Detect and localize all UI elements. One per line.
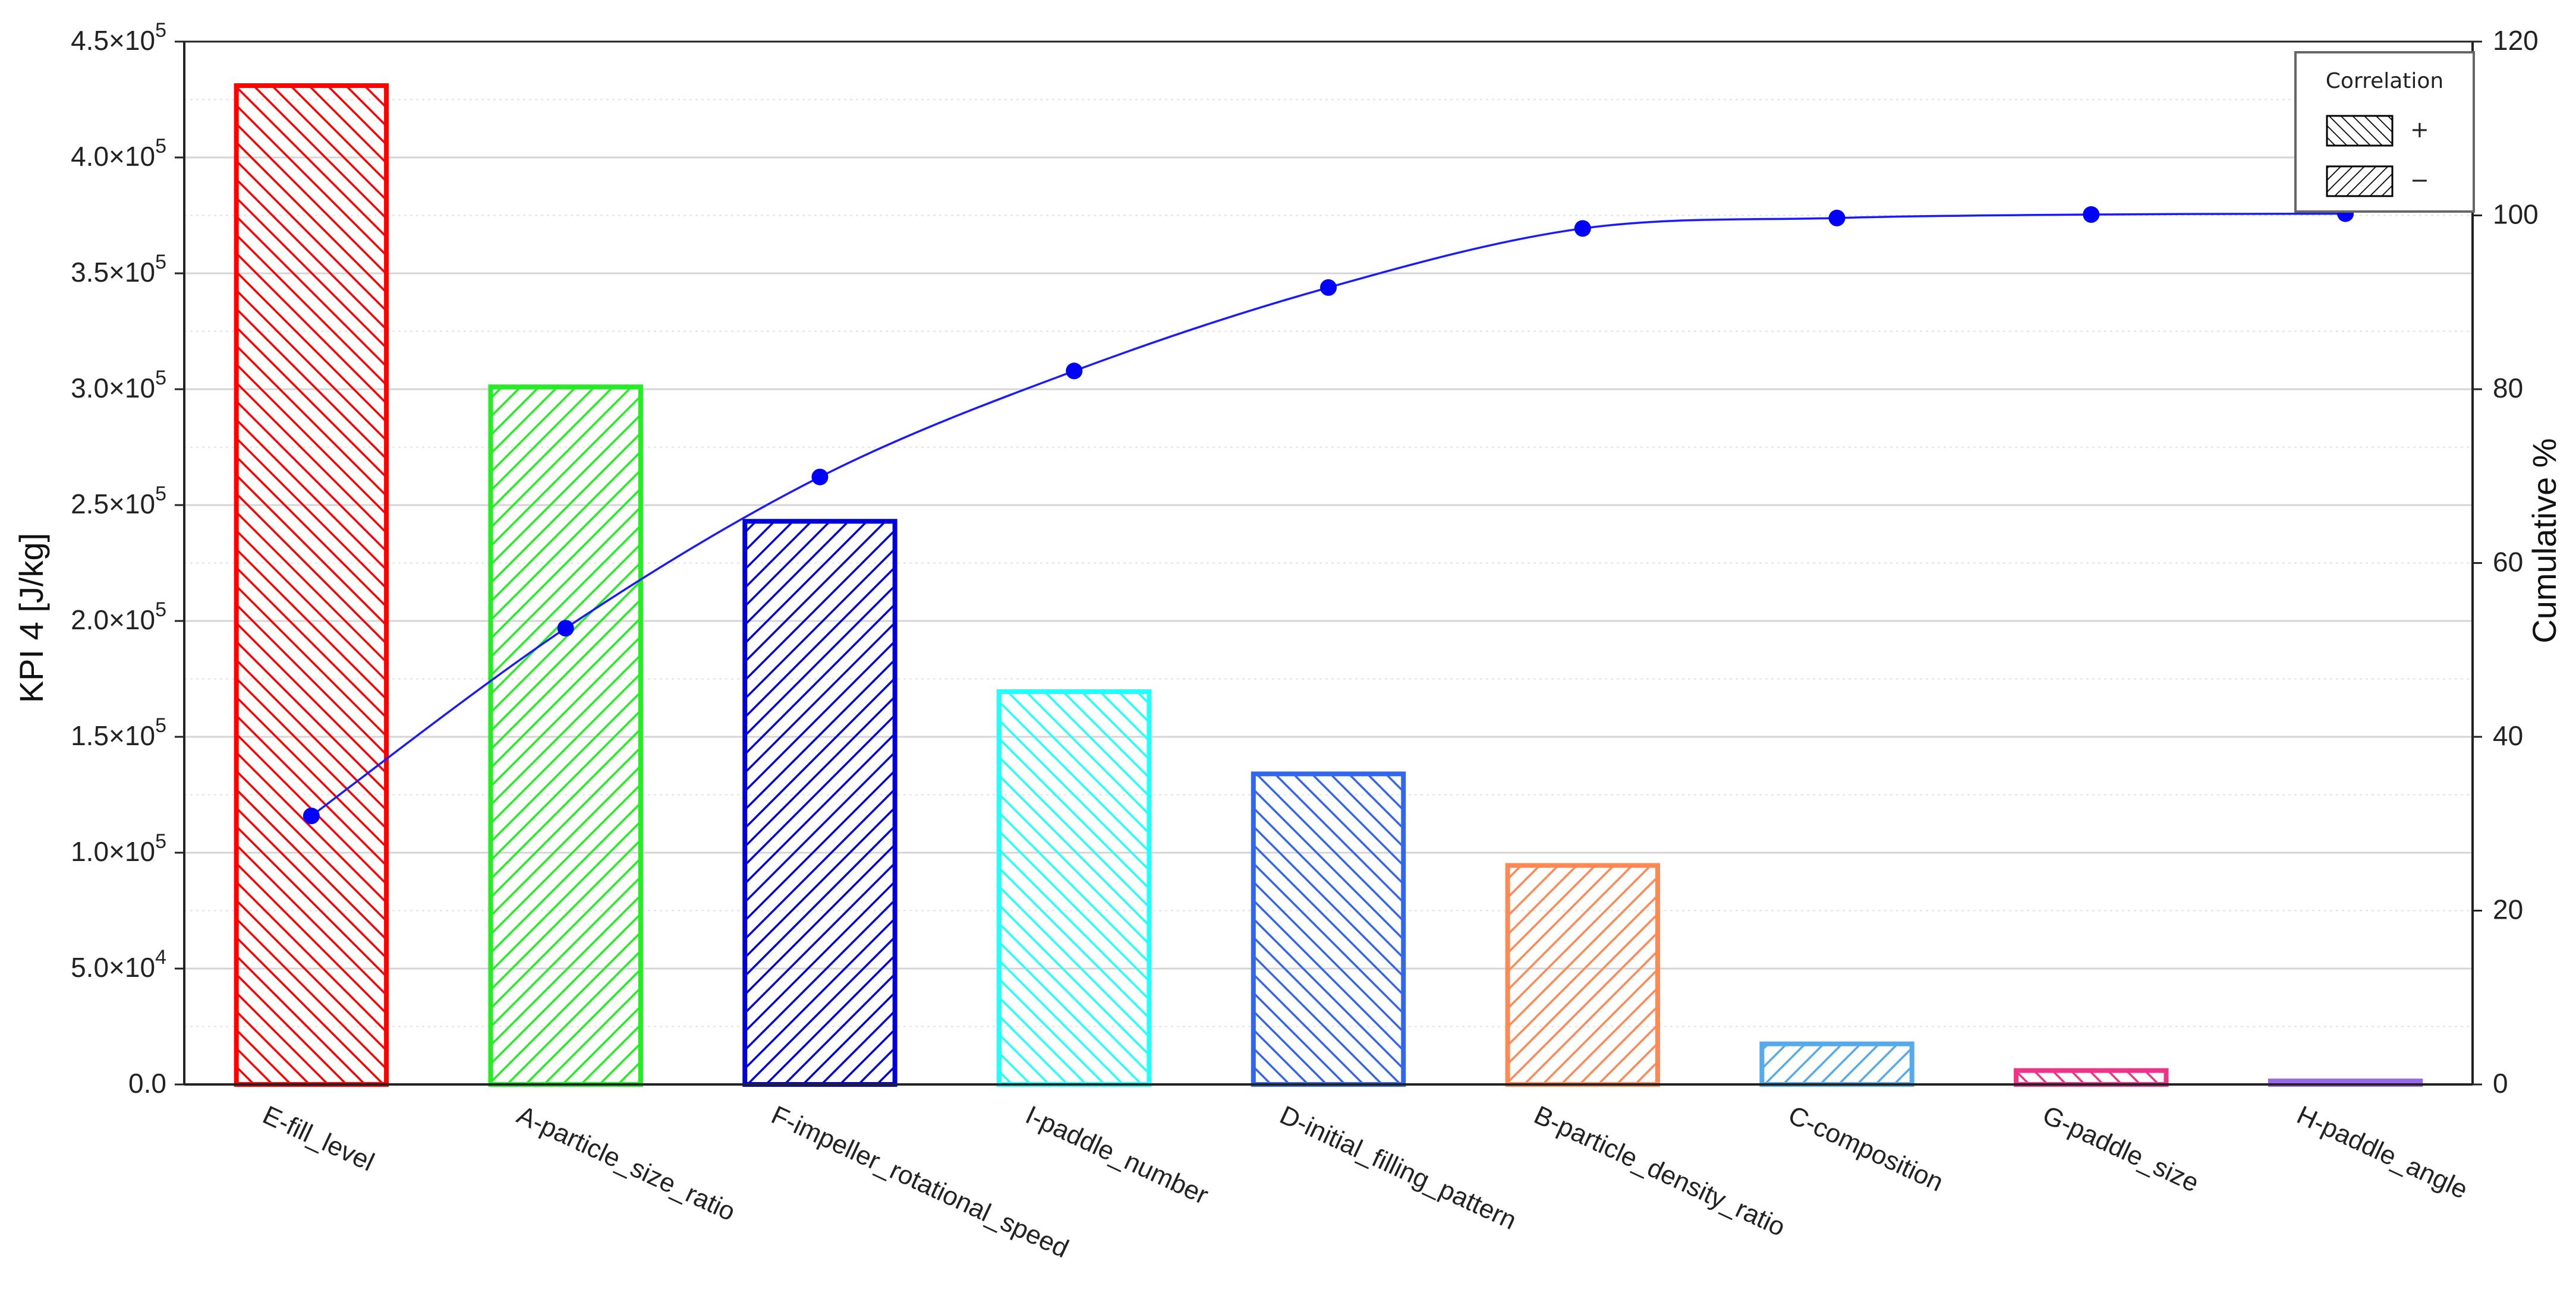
category-label: D-initial_filling_pattern bbox=[1276, 1100, 1521, 1235]
y-tick-exponent: 5 bbox=[155, 367, 166, 389]
cumulative-point bbox=[1828, 209, 1846, 226]
y-tick-label: 1.5×105 bbox=[71, 714, 166, 751]
y-tick-label: 4.0×105 bbox=[71, 135, 166, 172]
y-tick-label: 4.5×105 bbox=[71, 19, 166, 56]
y2-tick-label: 0 bbox=[2493, 1068, 2508, 1099]
cumulative-line bbox=[303, 205, 2354, 825]
category-labels: E-fill_level A-particle_size_ratio F-impel… bbox=[259, 1100, 2473, 1264]
legend-swatch bbox=[2326, 165, 2394, 197]
bar-E-fill_level bbox=[234, 83, 389, 1087]
y2-tick-label: 100 bbox=[2493, 199, 2539, 230]
y2-tick-label: 120 bbox=[2493, 25, 2539, 56]
legend-entry-label: + bbox=[2410, 116, 2429, 143]
category-label: E-fill_level bbox=[259, 1100, 379, 1177]
legend: Correlation + − bbox=[2294, 51, 2475, 213]
y-tick-label: 2.0×105 bbox=[71, 598, 166, 635]
y-tick-exponent: 5 bbox=[155, 714, 166, 737]
bar-C-composition bbox=[1759, 1041, 1914, 1087]
y-tick-exponent: 5 bbox=[155, 19, 166, 42]
cumulative-point bbox=[1066, 362, 1083, 380]
y-tick-exponent: 5 bbox=[155, 483, 166, 505]
bar-A-particle_size_ratio bbox=[488, 384, 643, 1087]
y-tick-label: 3.0×105 bbox=[71, 367, 166, 403]
cumulative-point bbox=[1320, 279, 1337, 296]
category-label: I-paddle_number bbox=[1021, 1100, 1213, 1210]
bars bbox=[234, 83, 2423, 1087]
y2-axis-label: Cumulative % bbox=[2525, 438, 2563, 643]
y-tick-exponent: 5 bbox=[155, 135, 166, 157]
legend-swatch bbox=[2326, 115, 2394, 147]
axes bbox=[175, 40, 2482, 1086]
legend-entry-label: − bbox=[2410, 167, 2429, 193]
y2-tick-label: 20 bbox=[2493, 894, 2523, 925]
bar-I-paddle_number bbox=[997, 689, 1152, 1087]
bar-D-initial_filling_pattern bbox=[1251, 771, 1406, 1087]
y-tick-label: 5.0×104 bbox=[71, 946, 166, 983]
cumulative-curve bbox=[310, 212, 2346, 817]
category-label: H-paddle_angle bbox=[2292, 1100, 2472, 1205]
cumulative-point bbox=[557, 620, 574, 637]
y-tick-label: 2.5×105 bbox=[71, 483, 166, 519]
y-axis-label: KPI 4 [J/kg] bbox=[12, 533, 50, 703]
cumulative-point bbox=[811, 468, 829, 485]
cumulative-point bbox=[1574, 220, 1591, 237]
y-tick-label: 3.5×105 bbox=[71, 251, 166, 288]
cumulative-point bbox=[303, 808, 320, 825]
y-tick-exponent: 5 bbox=[155, 251, 166, 273]
y-tick-exponent: 5 bbox=[155, 598, 166, 621]
legend-title: Correlation bbox=[2326, 69, 2444, 93]
y2-tick-label: 60 bbox=[2493, 547, 2523, 578]
y-tick-labels: 0.0 5.0×104 1.0×105 1.5×105 2.0×105 2.5×105 3.… bbox=[71, 19, 166, 1099]
y-tick-exponent: 4 bbox=[155, 946, 166, 969]
y-tick-label: 1.0×105 bbox=[71, 830, 166, 867]
category-label: C-composition bbox=[1784, 1100, 1948, 1197]
y2-tick-labels: 0 20 40 60 80 100 120 bbox=[2493, 25, 2539, 1099]
cumulative-point bbox=[2083, 206, 2100, 223]
category-label: G-paddle_size bbox=[2038, 1100, 2203, 1198]
y-tick-label: 0.0 bbox=[128, 1068, 166, 1099]
bar-F-impeller_rotational_speed bbox=[742, 519, 897, 1087]
y2-tick-label: 40 bbox=[2493, 720, 2523, 751]
y-tick-exponent: 5 bbox=[155, 830, 166, 853]
category-label: A-particle_size_ratio bbox=[512, 1100, 739, 1227]
y2-tick-label: 80 bbox=[2493, 373, 2523, 403]
bar-B-particle_density_ratio bbox=[1505, 863, 1660, 1087]
bar-G-paddle_size bbox=[2014, 1068, 2169, 1087]
category-label: B-particle_density_ratio bbox=[1530, 1100, 1790, 1243]
